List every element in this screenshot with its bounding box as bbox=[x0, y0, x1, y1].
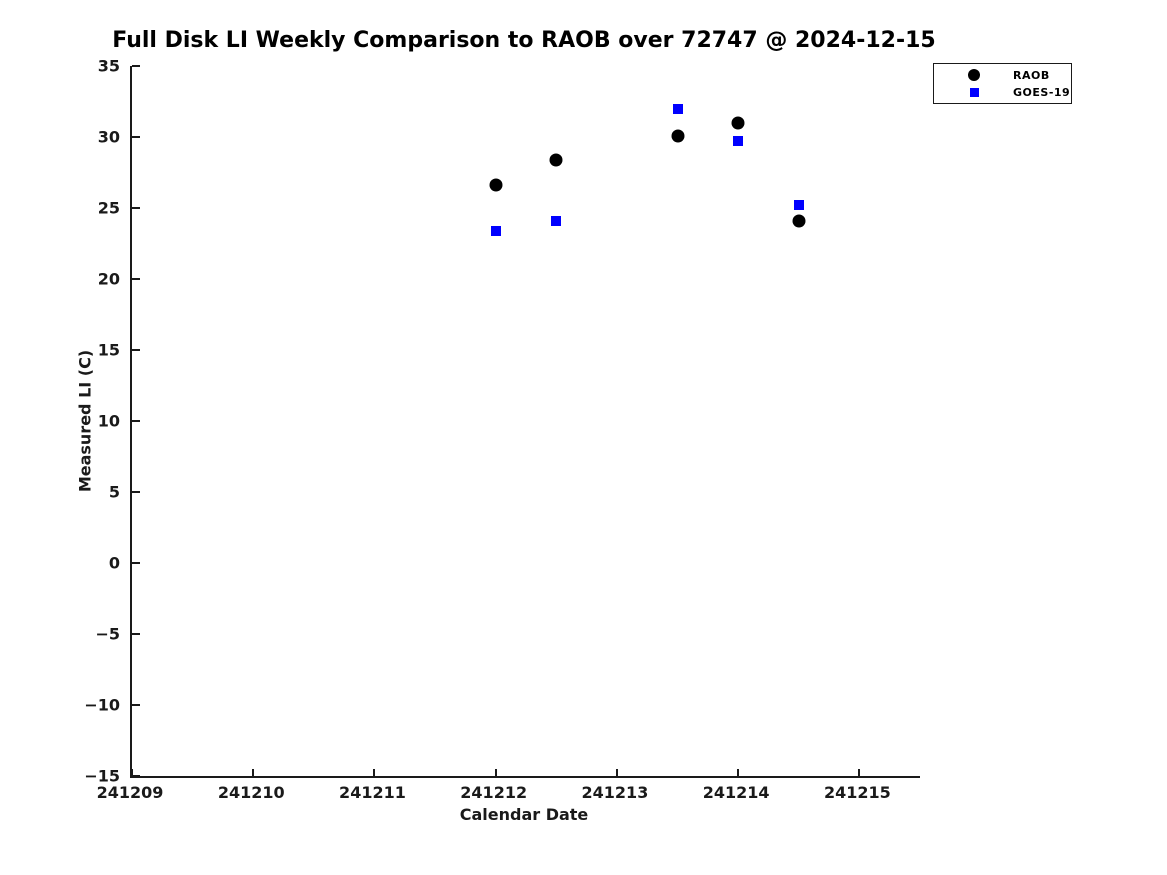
raob-data-point bbox=[549, 153, 563, 167]
x-tick-mark bbox=[494, 769, 497, 776]
legend: RAOB GOES-19 bbox=[933, 63, 1072, 104]
y-tick-label: −15 bbox=[84, 766, 120, 786]
y-tick-label: −5 bbox=[95, 624, 120, 644]
x-tick-mark bbox=[858, 769, 861, 776]
y-tick-mark bbox=[132, 65, 140, 67]
goes-19-data-point bbox=[490, 225, 501, 236]
y-tick-label: 0 bbox=[108, 553, 120, 573]
goes-19-data-point bbox=[551, 215, 562, 226]
raob-data-point bbox=[489, 178, 503, 192]
y-tick-mark bbox=[132, 349, 140, 351]
x-tick-label: 241209 bbox=[96, 783, 164, 802]
raob-data-point bbox=[792, 214, 806, 228]
y-tick-label: 10 bbox=[97, 411, 120, 431]
x-tick-mark bbox=[615, 769, 618, 776]
x-tick-label: 241210 bbox=[217, 783, 285, 802]
legend-item-raob: RAOB bbox=[934, 69, 1071, 82]
x-tick-mark bbox=[252, 769, 255, 776]
x-tick-label: 241213 bbox=[581, 783, 649, 802]
y-tick-mark bbox=[132, 420, 140, 422]
legend-marker-cell bbox=[967, 69, 981, 81]
x-tick-labels: 241209 241210 241211 241212 241213 241214 2412… bbox=[97, 783, 918, 805]
y-tick-label: 35 bbox=[97, 56, 120, 76]
x-tick-mark bbox=[131, 769, 133, 776]
plot-area bbox=[130, 65, 920, 778]
x-tick-label: 241212 bbox=[460, 783, 528, 802]
y-tick-label: 5 bbox=[108, 482, 120, 502]
y-tick-labels: 35 30 25 20 15 10 5 0 −5 −10 −15 bbox=[0, 57, 120, 786]
x-tick-label: 241214 bbox=[702, 783, 770, 802]
x-axis-label: Calendar Date bbox=[459, 805, 589, 824]
y-tick-label: 25 bbox=[97, 198, 120, 218]
raob-data-point bbox=[731, 116, 745, 130]
y-tick-label: 30 bbox=[97, 127, 120, 147]
chart-title: Full Disk LI Weekly Comparison to RAOB o… bbox=[112, 28, 936, 53]
y-tick-mark bbox=[132, 704, 140, 706]
y-tick-label: 15 bbox=[97, 340, 120, 360]
goes-19-data-point bbox=[733, 136, 744, 147]
y-tick-mark bbox=[132, 136, 140, 138]
x-tick-label: 241211 bbox=[339, 783, 406, 802]
x-tick-label: 241215 bbox=[823, 783, 891, 802]
y-tick-label: 20 bbox=[97, 269, 120, 289]
legend-label-goes-19: GOES-19 bbox=[1013, 85, 1071, 99]
y-tick-mark bbox=[132, 207, 140, 209]
goes-19-data-point bbox=[672, 103, 683, 114]
y-tick-mark bbox=[132, 633, 140, 635]
legend-item-goes-19: GOES-19 bbox=[934, 86, 1071, 99]
y-tick-mark bbox=[132, 491, 140, 493]
y-tick-label: −10 bbox=[84, 695, 120, 715]
raob-data-point bbox=[671, 129, 685, 143]
x-tick-mark bbox=[737, 769, 740, 776]
raob-circle-icon bbox=[968, 69, 980, 81]
y-tick-mark bbox=[132, 775, 140, 777]
y-tick-mark bbox=[132, 562, 140, 564]
goes-19-square-icon bbox=[969, 87, 979, 97]
goes-19-data-point bbox=[793, 200, 804, 211]
x-tick-mark bbox=[373, 769, 376, 776]
y-tick-mark bbox=[132, 278, 140, 280]
legend-marker-cell bbox=[967, 87, 981, 97]
legend-label-raob: RAOB bbox=[1013, 68, 1050, 82]
